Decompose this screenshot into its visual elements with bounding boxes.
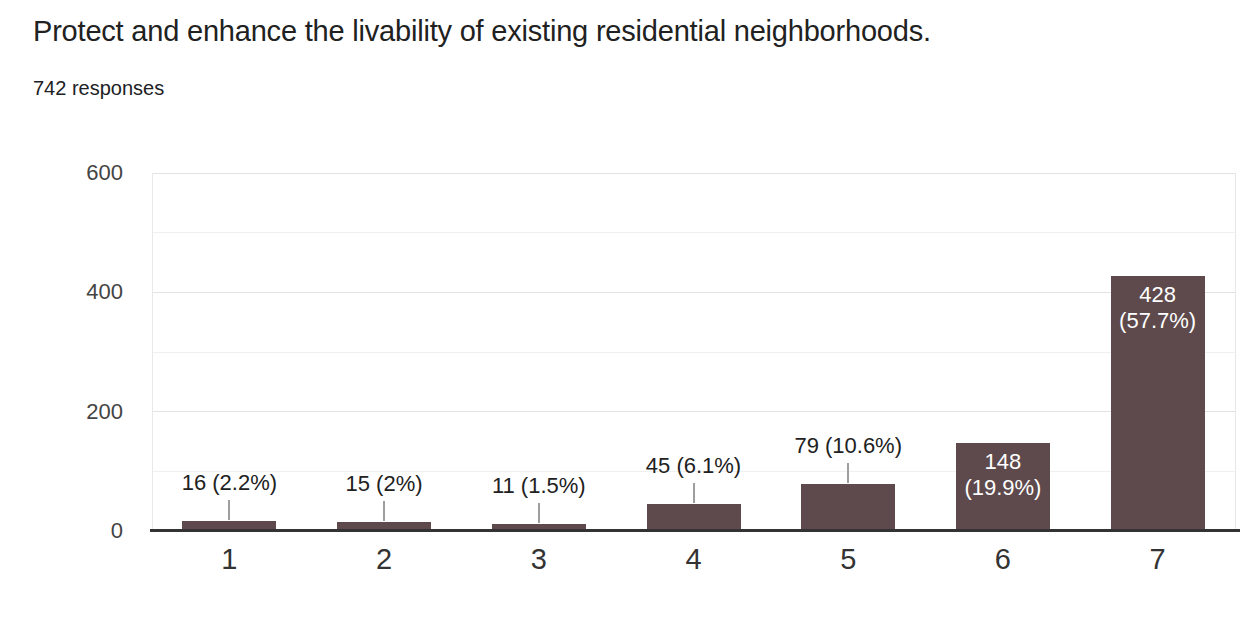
- y-tick-label: 200: [0, 397, 123, 427]
- gridline-minor: [152, 352, 1235, 353]
- label-callout-stem: [228, 500, 230, 520]
- x-tick-label: 4: [634, 543, 754, 575]
- gridline-major: [152, 411, 1235, 412]
- y-tick-label: 0: [0, 516, 123, 546]
- x-tick-label: 5: [788, 543, 908, 575]
- label-callout-stem: [693, 483, 695, 503]
- label-callout-stem: [383, 501, 385, 521]
- x-tick-label: 7: [1098, 543, 1218, 575]
- bar-5[interactable]: [801, 484, 895, 531]
- bar-chart: 020040060016 (2.2%)115 (2%)211 (1.5%)345…: [0, 0, 1242, 640]
- bar-value-label: 428(57.7%): [1048, 282, 1242, 334]
- plot-border-right: [1235, 173, 1236, 531]
- x-axis-baseline: [150, 529, 1240, 532]
- gridline-minor: [152, 232, 1235, 233]
- label-callout-stem: [538, 503, 540, 523]
- y-tick-label: 600: [0, 158, 123, 188]
- x-tick-label: 2: [324, 543, 444, 575]
- y-tick-label: 400: [0, 277, 123, 307]
- bar-value-label: 148(19.9%): [893, 449, 1113, 501]
- x-tick-label: 3: [479, 543, 599, 575]
- x-tick-label: 1: [169, 543, 289, 575]
- label-callout-stem: [847, 463, 849, 483]
- bar-4[interactable]: [647, 504, 741, 531]
- gridline-major: [152, 173, 1235, 174]
- form-results-chart-card: Protect and enhance the livability of ex…: [0, 0, 1242, 640]
- x-tick-label: 6: [943, 543, 1063, 575]
